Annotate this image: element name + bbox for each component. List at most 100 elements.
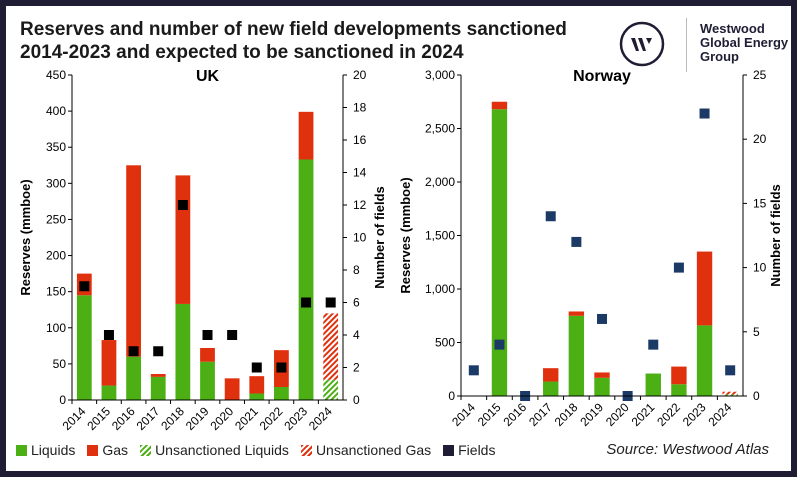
y-tick-label: 0 [448, 389, 455, 403]
y2-axis-label: Number of fields [768, 184, 783, 287]
liquids-bar [696, 325, 713, 396]
gas-swatch [87, 444, 99, 456]
gas-bar [150, 374, 166, 377]
logo-divider [686, 18, 687, 72]
unsanctioned-gas-swatch [300, 444, 312, 456]
y2-tick-label: 0 [753, 389, 760, 403]
x-tick-label: 2022 [257, 404, 286, 433]
y2-tick-label: 8 [353, 263, 360, 277]
fields-marker [597, 313, 607, 324]
y2-tick-label: 15 [753, 196, 767, 210]
brand-line: Group [700, 49, 739, 64]
legend-item-fields: Fields [443, 442, 495, 458]
x-tick-label: 2023 [281, 404, 310, 433]
y-tick-label: 450 [46, 68, 66, 82]
panel-title: Norway [573, 68, 631, 85]
legend-label: Liquids [31, 442, 76, 458]
gas-bar [671, 366, 687, 385]
legend-label: Unsanctioned Gas [315, 442, 432, 458]
y-tick-label: 2,000 [425, 175, 455, 189]
y-tick-label: 50 [53, 357, 67, 371]
y2-tick-label: 5 [753, 325, 760, 339]
unsanctioned-liquids-swatch [140, 444, 152, 456]
y2-tick-label: 18 [353, 101, 367, 115]
brand-line: Westwood [700, 21, 765, 36]
y2-tick-label: 2 [353, 361, 360, 375]
fields-swatch [443, 444, 455, 456]
y-axis-label: Reserves (mmboe) [18, 179, 33, 295]
y-tick-label: 200 [46, 249, 66, 263]
y-tick-label: 100 [46, 321, 66, 335]
y2-tick-label: 0 [353, 393, 360, 407]
gas-bar [543, 368, 559, 382]
unsanctioned-gas-bar [323, 313, 339, 380]
fields-marker [468, 365, 479, 376]
gas-bar [298, 111, 314, 160]
source-note: Source: Westwood Atlas [606, 441, 769, 458]
legend-item-unsanctioned-gas: Unsanctioned Gas [300, 442, 432, 458]
legend: Liquids Gas Unsanctioned Liquids Unsanct… [16, 442, 495, 458]
unsanctioned-gas-bar [722, 391, 738, 395]
gas-bar [175, 175, 191, 304]
fields-marker [251, 362, 262, 373]
unsanctioned-liquids-bar [722, 394, 738, 396]
liquids-swatch [16, 444, 27, 456]
liquids-bar [76, 295, 92, 400]
x-tick-label: 2019 [183, 404, 212, 433]
gas-bar [696, 251, 713, 326]
fields-marker [699, 108, 710, 119]
y-tick-label: 300 [46, 176, 66, 190]
y-tick-label: 1,000 [425, 282, 455, 296]
x-tick-label: 2018 [552, 400, 581, 429]
legend-item-unsanctioned-liquids: Unsanctioned Liquids [140, 442, 289, 458]
legend-label: Unsanctioned Liquids [155, 442, 289, 458]
liquids-bar [274, 387, 289, 400]
liquids-bar [150, 376, 166, 400]
x-tick-label: 2016 [500, 400, 529, 429]
x-tick-label: 2014 [449, 400, 478, 429]
liquids-bar [543, 381, 559, 396]
liquids-bar [101, 385, 117, 400]
y2-tick-label: 20 [353, 68, 367, 82]
liquids-bar [645, 373, 661, 396]
fields-marker [301, 297, 312, 308]
x-tick-label: 2024 [706, 400, 735, 429]
fields-marker [128, 346, 139, 357]
legend-item-liquids: Liquids [16, 442, 75, 458]
unsanctioned-liquids-bar [323, 379, 339, 400]
liquids-bar [175, 303, 191, 400]
y-tick-label: 1,500 [425, 229, 455, 243]
y-tick-label: 2,500 [425, 122, 455, 136]
x-tick-label: 2020 [603, 400, 632, 429]
x-tick-label: 2015 [84, 404, 113, 433]
fields-marker [153, 346, 164, 357]
x-tick-label: 2021 [232, 404, 261, 433]
fields-marker [648, 339, 659, 350]
gas-bar [249, 376, 265, 394]
y-tick-label: 350 [46, 140, 66, 154]
chart-title: Reserves and number of new field develop… [20, 19, 567, 63]
brand-line: Global Energy [700, 35, 789, 50]
fields-marker [103, 330, 114, 340]
y2-tick-label: 12 [353, 198, 367, 212]
legend-label: Fields [458, 442, 496, 458]
gas-bar [101, 340, 117, 386]
fields-marker [227, 330, 238, 340]
gas-bar [224, 378, 240, 400]
x-tick-label: 2021 [629, 400, 658, 429]
y-tick-label: 150 [46, 285, 66, 299]
y-tick-label: 500 [435, 336, 455, 350]
x-tick-label: 2015 [475, 400, 504, 429]
y2-tick-label: 14 [353, 166, 367, 180]
gas-bar [491, 101, 508, 110]
fields-marker [177, 200, 188, 210]
fields-marker [79, 281, 90, 292]
x-tick-label: 2017 [134, 404, 163, 433]
panel-title: UK [196, 68, 220, 85]
westwood-logo-icon [619, 21, 665, 67]
gas-bar [594, 372, 610, 378]
gas-bar [568, 311, 585, 316]
y2-tick-label: 4 [353, 328, 360, 342]
fields-marker [494, 339, 505, 350]
